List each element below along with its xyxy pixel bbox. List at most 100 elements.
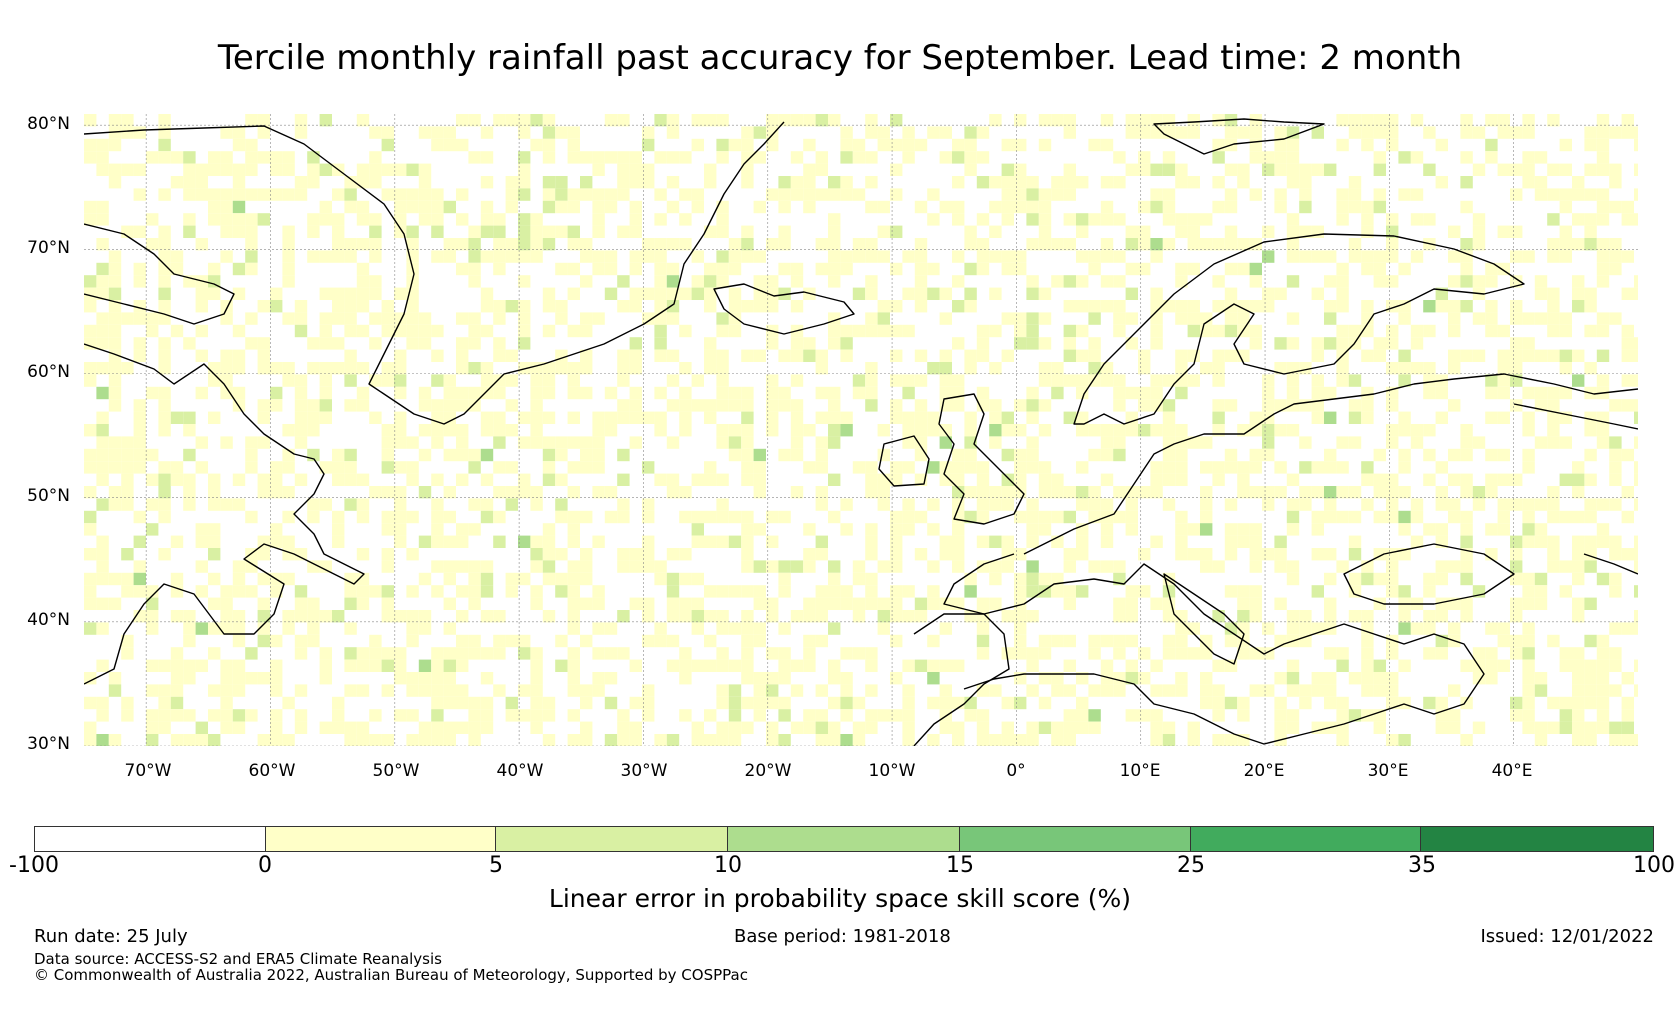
skill-cell (1609, 448, 1622, 462)
skill-cell (1448, 684, 1461, 697)
skill-cell (1088, 448, 1101, 462)
skill-cell (505, 585, 518, 598)
skill-cell (1063, 213, 1076, 226)
skill-cell (381, 424, 394, 437)
skill-cell (716, 424, 729, 437)
skill-cell (840, 262, 853, 276)
skill-cell (1100, 138, 1114, 152)
skill-cell (952, 448, 965, 462)
skill-cell (1014, 473, 1027, 486)
skill-cell (840, 424, 853, 437)
skill-cell (1472, 225, 1486, 238)
skill-cell (505, 238, 518, 251)
skill-cell (1212, 275, 1225, 288)
skill-cell (294, 176, 308, 189)
skill-cell (679, 238, 692, 251)
skill-cell (245, 510, 258, 524)
skill-cell (741, 696, 754, 710)
skill-cell (1125, 312, 1138, 325)
skill-cell (1373, 684, 1386, 697)
skill-cell (1324, 411, 1337, 424)
skill-cell (319, 337, 332, 350)
skill-cell (1386, 548, 1399, 561)
skill-cell (939, 151, 952, 164)
skill-cell (1609, 734, 1622, 746)
skill-cell (890, 585, 903, 598)
skill-cell (741, 634, 754, 648)
skill-cell (1559, 250, 1572, 263)
skill-cell (394, 709, 407, 722)
skill-cell (468, 275, 481, 288)
skill-cell (319, 721, 332, 734)
skill-cell (852, 238, 866, 251)
skill-cell (394, 436, 407, 449)
skill-cell (84, 213, 97, 226)
skill-cell (877, 312, 890, 325)
skill-cell (666, 349, 680, 362)
skill-cell (480, 448, 494, 462)
skill-cell (456, 721, 469, 734)
skill-cell (96, 709, 109, 722)
skill-cell (952, 523, 965, 536)
skill-cell (208, 151, 221, 164)
skill-cell (456, 138, 469, 152)
skill-cell (1138, 386, 1151, 400)
skill-cell (741, 610, 754, 623)
skill-cell (332, 535, 345, 548)
skill-cell (828, 424, 841, 437)
skill-cell (629, 386, 642, 400)
skill-cell (1336, 436, 1349, 449)
skill-cell (1311, 486, 1324, 499)
skill-cell (84, 424, 97, 437)
skill-cell (828, 250, 841, 263)
skill-cell (1572, 300, 1585, 313)
skill-cell (1212, 411, 1225, 424)
skill-cell (1237, 610, 1250, 623)
skill-cell (1038, 374, 1052, 387)
skill-cell (257, 473, 270, 486)
skill-cell (1286, 560, 1300, 573)
skill-cell (1014, 324, 1027, 338)
skill-cell (741, 411, 754, 424)
skill-cell (840, 188, 853, 201)
skill-cell (567, 535, 580, 548)
skill-cell (1249, 486, 1262, 499)
skill-cell (1063, 300, 1076, 313)
skill-cell (716, 138, 729, 152)
skill-cell (1423, 622, 1436, 635)
skill-cell (468, 337, 481, 350)
skill-cell (431, 213, 444, 226)
skill-cell (642, 163, 655, 176)
skill-cell (96, 535, 109, 548)
skill-cell (245, 114, 258, 127)
skill-cell (704, 461, 717, 474)
skill-cell (1460, 696, 1473, 710)
map-canvas (84, 114, 1638, 746)
skill-cell (158, 684, 171, 697)
skill-cell (766, 337, 779, 350)
skill-cell (939, 473, 952, 486)
skill-cell (1286, 386, 1300, 400)
skill-cell (691, 200, 704, 214)
skill-cell (406, 300, 419, 313)
skill-cell (1113, 424, 1126, 437)
skill-cell (158, 349, 171, 362)
skill-cell (431, 709, 444, 722)
skill-cell (319, 560, 332, 573)
skill-cell (1386, 126, 1399, 139)
skill-cell (1100, 672, 1114, 685)
skill-cell (1100, 424, 1114, 437)
skill-cell (1485, 374, 1498, 387)
skill-cell (1063, 188, 1076, 201)
skill-cell (778, 734, 791, 746)
skill-cell (592, 424, 605, 437)
skill-cell (728, 622, 742, 635)
skill-cell (1150, 337, 1163, 350)
skill-cell (1621, 287, 1634, 300)
skill-cell (1559, 510, 1572, 524)
skill-cell (1113, 448, 1126, 462)
skill-cell (456, 362, 469, 375)
skill-cell (877, 250, 890, 263)
skill-cell (1237, 523, 1250, 536)
skill-cell (1572, 734, 1585, 746)
